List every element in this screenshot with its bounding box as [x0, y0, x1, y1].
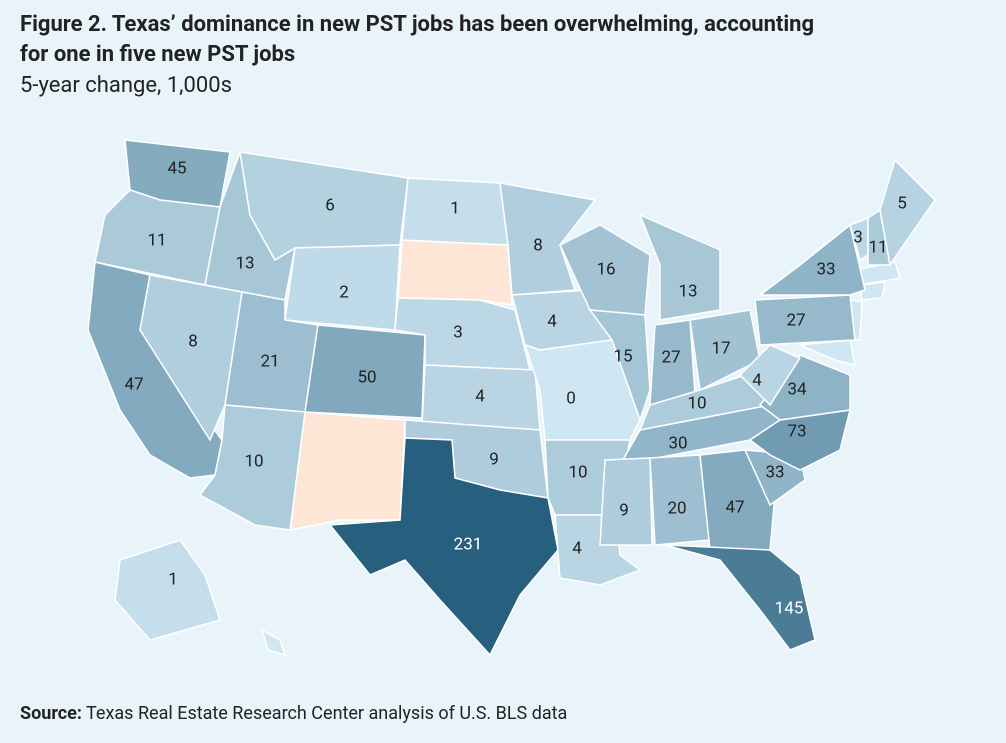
value-label: 6: [325, 195, 335, 215]
value-label: 15: [613, 346, 632, 366]
value-label: 11: [147, 230, 166, 250]
state: [588, 309, 651, 423]
value-label: 4: [752, 370, 762, 390]
state: [879, 158, 936, 267]
value-label: 27: [786, 310, 805, 330]
state: [239, 151, 409, 262]
value-label: 4: [475, 386, 485, 406]
value-label: 11: [868, 237, 887, 257]
value-label: 17: [711, 338, 730, 358]
value-label: 10: [568, 462, 587, 482]
source-label: Source:: [20, 703, 82, 724]
value-label: 13: [678, 281, 697, 301]
chart-subtitle: 5-year change, 1,000s: [20, 73, 232, 98]
value-label: 33: [765, 462, 784, 482]
value-label: 231: [454, 534, 483, 554]
state: [328, 437, 559, 657]
value-label: 50: [357, 367, 376, 387]
value-label: 16: [596, 259, 615, 279]
value-label: 4: [547, 311, 557, 331]
source: Source: Texas Real Estate Research Cente…: [20, 703, 567, 724]
state: [664, 544, 816, 651]
state: [638, 213, 721, 321]
value-label: 73: [787, 421, 806, 441]
value-label: 47: [124, 374, 143, 394]
value-label: 0: [566, 388, 576, 408]
value-label: 10: [687, 393, 706, 413]
source-text: Texas Real Estate Research Center analys…: [86, 703, 568, 724]
state: [499, 182, 597, 296]
state: [114, 539, 221, 641]
state: [139, 274, 243, 442]
state: [757, 223, 866, 296]
value-label: 1: [450, 198, 460, 218]
value-label: 27: [661, 347, 680, 367]
state: [599, 457, 653, 546]
state: [397, 239, 513, 306]
value-label: 33: [816, 259, 835, 279]
value-label: 9: [619, 500, 629, 520]
state: [738, 344, 802, 407]
value-label: 10: [244, 451, 263, 471]
state: [289, 411, 406, 531]
state: [260, 628, 287, 657]
state: [754, 294, 856, 346]
value-label: 47: [725, 497, 744, 517]
value-label: 2: [339, 282, 349, 302]
value-label: 8: [188, 331, 198, 351]
value-label: 34: [787, 379, 807, 399]
value-label: 20: [667, 498, 686, 518]
value-label: 21: [260, 351, 279, 371]
chart-title: Figure 2. Texas’ dominance in new PST jo…: [20, 12, 815, 67]
value-label: 8: [533, 235, 543, 255]
state: [198, 404, 306, 531]
state: [859, 281, 886, 301]
state: [523, 339, 641, 441]
value-label: 3: [853, 227, 863, 247]
value-label: 13: [235, 253, 254, 273]
value-label: 30: [668, 433, 687, 453]
value-label: 1: [168, 569, 178, 589]
value-label: 9: [489, 449, 499, 469]
value-label: 4: [572, 538, 582, 558]
state: [559, 224, 651, 316]
value-label: 145: [775, 598, 804, 618]
value-label: 45: [167, 158, 186, 178]
value-label: 3: [453, 322, 463, 342]
value-label: 5: [897, 193, 907, 213]
